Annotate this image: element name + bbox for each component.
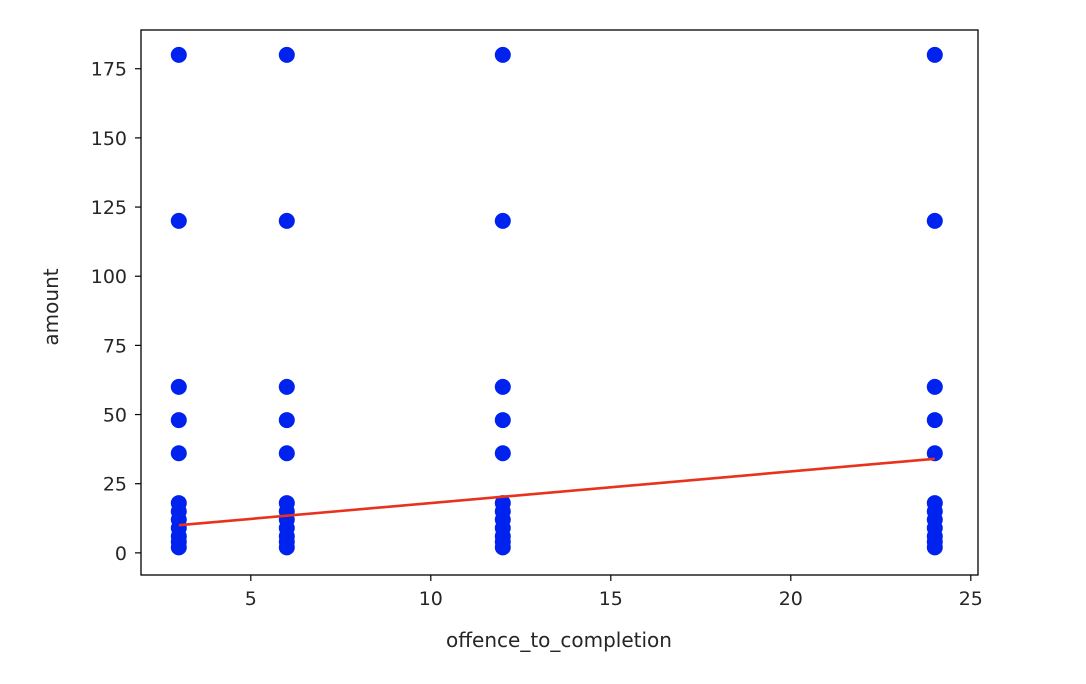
scatter-point: [278, 445, 295, 462]
y-tick-label: 175: [91, 59, 127, 81]
y-axis-ticks: 0 25 50 75 100 125 150 175: [91, 59, 141, 565]
x-tick-label: 5: [245, 588, 257, 610]
y-tick-label: 50: [103, 405, 127, 427]
y-tick-label: 75: [103, 335, 127, 357]
scatter-point: [494, 445, 511, 462]
y-axis-label: amount: [39, 268, 63, 345]
x-tick-label: 10: [419, 588, 443, 610]
y-tick-label: 100: [91, 266, 127, 288]
scatter-point: [926, 445, 943, 462]
scatter-point: [278, 212, 295, 229]
scatter-point: [278, 46, 295, 63]
scatter-point: [278, 378, 295, 395]
scatter-point: [494, 539, 511, 556]
scatter-point: [926, 539, 943, 556]
scatter-point: [494, 212, 511, 229]
y-tick-label: 25: [103, 474, 127, 496]
x-tick-label: 20: [779, 588, 803, 610]
x-axis-ticks: 5 10 15 20 25: [245, 575, 983, 610]
scatter-point: [170, 46, 187, 63]
scatter-point: [170, 212, 187, 229]
scatter-point: [170, 539, 187, 556]
scatter-point: [170, 445, 187, 462]
y-tick-label: 150: [91, 128, 127, 150]
x-tick-label: 25: [959, 588, 983, 610]
scatter-point: [170, 378, 187, 395]
scatter-point: [494, 46, 511, 63]
scatter-point: [170, 412, 187, 429]
y-tick-label: 0: [115, 543, 127, 565]
scatter-point: [926, 378, 943, 395]
scatter-point: [494, 378, 511, 395]
scatter-points: [170, 46, 943, 556]
fit-lines: [178, 457, 935, 527]
scatter-point: [926, 412, 943, 429]
x-axis-label: offence_to_completion: [446, 628, 672, 652]
x-tick-label: 15: [599, 588, 623, 610]
scatter-point: [278, 412, 295, 429]
scatter-point: [926, 46, 943, 63]
scatter-point: [278, 539, 295, 556]
scatter-point: [494, 412, 511, 429]
scatter-point: [926, 212, 943, 229]
plot-frame: [140, 29, 979, 576]
regression-line: [178, 457, 935, 527]
y-tick-label: 125: [91, 197, 127, 219]
